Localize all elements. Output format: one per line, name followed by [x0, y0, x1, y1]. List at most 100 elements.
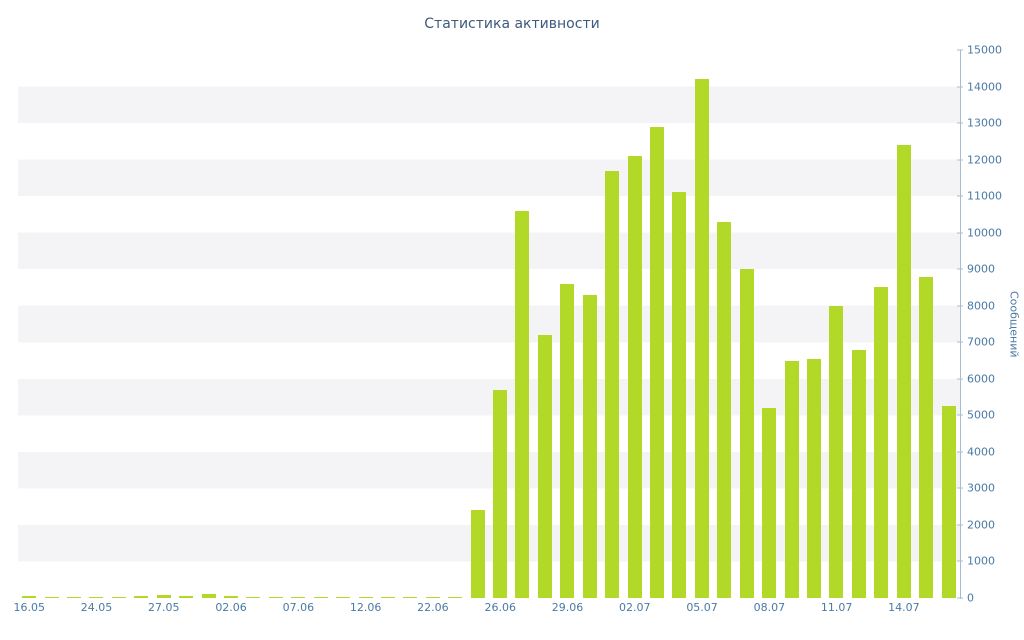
y-tick-label: 1000: [967, 554, 995, 568]
bar-28: [650, 126, 665, 598]
bar-slot: [63, 50, 85, 598]
bar-15: [358, 596, 373, 598]
y-tick-label: 2000: [967, 518, 995, 532]
bar-5: [134, 595, 149, 598]
bar-slot: [197, 50, 219, 598]
bar-slot: [399, 50, 421, 598]
y-tick-11000: 11000: [957, 191, 1002, 202]
bar-slot: [489, 50, 511, 598]
bar-10: [246, 596, 261, 598]
y-tick-label: 15000: [967, 43, 1002, 57]
bar-slot: [287, 50, 309, 598]
y-tick-3000: 3000: [957, 483, 995, 494]
x-tick-29.06: 29.06: [551, 601, 584, 614]
x-tick-02.07: 02.07: [619, 601, 651, 614]
y-tick-mark: [957, 378, 963, 380]
bar-18: [425, 596, 440, 598]
y-tick-label: 13000: [967, 116, 1002, 130]
bar-slot: [18, 50, 40, 598]
bar-slot: [85, 50, 107, 598]
bar-30: [694, 79, 709, 598]
y-tick-label: 6000: [967, 372, 995, 386]
bar-21: [493, 389, 508, 598]
y-tick-mark: [957, 305, 963, 307]
chart-title: Статистика активности: [424, 16, 600, 32]
y-tick-2000: 2000: [957, 519, 995, 530]
bar-9: [224, 595, 238, 598]
bar-27: [627, 155, 642, 598]
y-tick-label: 8000: [967, 299, 995, 313]
bar-25: [582, 294, 597, 598]
y-tick-13000: 13000: [957, 118, 1002, 129]
bar-slot: [175, 50, 197, 598]
bar-8: [201, 594, 216, 598]
y-tick-label: 0: [967, 591, 974, 605]
bar-slot: [870, 50, 892, 598]
x-tick-27.05: 27.05: [148, 601, 180, 614]
bar-slot: [153, 50, 175, 598]
bar-22: [515, 210, 530, 598]
y-tick-12000: 12000: [957, 154, 1002, 165]
bar-36: [829, 305, 844, 598]
y-tick-mark: [957, 268, 963, 270]
y-tick-10000: 10000: [957, 227, 1002, 238]
bar-38: [874, 287, 889, 598]
bar-slot: [915, 50, 937, 598]
y-tick-mark: [957, 86, 963, 88]
bar-14: [336, 596, 351, 598]
y-tick-mark: [957, 49, 963, 51]
bar-slot: [40, 50, 62, 598]
x-tick-16.05: 16.05: [13, 601, 45, 614]
bar-slot: [668, 50, 690, 598]
y-tick-mark: [957, 487, 963, 489]
y-tick-15000: 15000: [957, 45, 1002, 56]
y-tick-mark: [957, 560, 963, 562]
bar-slot: [848, 50, 870, 598]
y-axis-line: [960, 50, 961, 599]
y-tick-mark: [957, 195, 963, 197]
y-tick-6000: 6000: [957, 373, 995, 384]
bar-20: [470, 510, 485, 598]
bar-32: [739, 269, 754, 598]
bar-29: [672, 192, 687, 598]
y-tick-5000: 5000: [957, 410, 995, 421]
y-axis-title: Сообщений: [1007, 290, 1021, 358]
y-tick-label: 9000: [967, 262, 995, 276]
bar-slot: [623, 50, 645, 598]
y-tick-mark: [957, 122, 963, 124]
bar-31: [717, 221, 732, 598]
bar-slot: [736, 50, 758, 598]
bar-3: [89, 596, 104, 598]
y-tick-label: 7000: [967, 335, 995, 349]
bar-2: [67, 596, 82, 598]
x-axis: 16.05 24.05 27.05 02.06 07.06 12.06 22.06 26.06…: [13, 601, 960, 619]
bar-slot: [780, 50, 802, 598]
bar-13: [313, 596, 328, 598]
bar-37: [851, 349, 866, 598]
x-tick-24.05: 24.05: [80, 601, 113, 614]
bar-12: [291, 596, 306, 598]
bar-1: [44, 596, 59, 598]
x-tick-08.07: 08.07: [753, 601, 786, 614]
x-tick-02.06: 02.06: [215, 601, 247, 614]
y-tick-mark: [957, 451, 963, 453]
bar-17: [403, 596, 418, 598]
y-tick-mark: [957, 597, 963, 599]
x-tick-26.06: 26.06: [484, 601, 516, 614]
bar-slot: [803, 50, 825, 598]
y-tick-0: 0: [957, 593, 974, 604]
bar-slot: [937, 50, 959, 598]
bar-41: [941, 406, 956, 598]
bar-slot: [354, 50, 376, 598]
y-tick-label: 10000: [967, 226, 1002, 240]
y-tick-7000: 7000: [957, 337, 995, 348]
y-tick-label: 14000: [967, 80, 1002, 94]
bar-23: [537, 334, 552, 598]
bar-slot: [534, 50, 556, 598]
bar-35: [806, 358, 821, 598]
bar-slot: [579, 50, 601, 598]
bar-slot: [309, 50, 331, 598]
bar-33: [762, 408, 777, 598]
bar-slot: [713, 50, 735, 598]
